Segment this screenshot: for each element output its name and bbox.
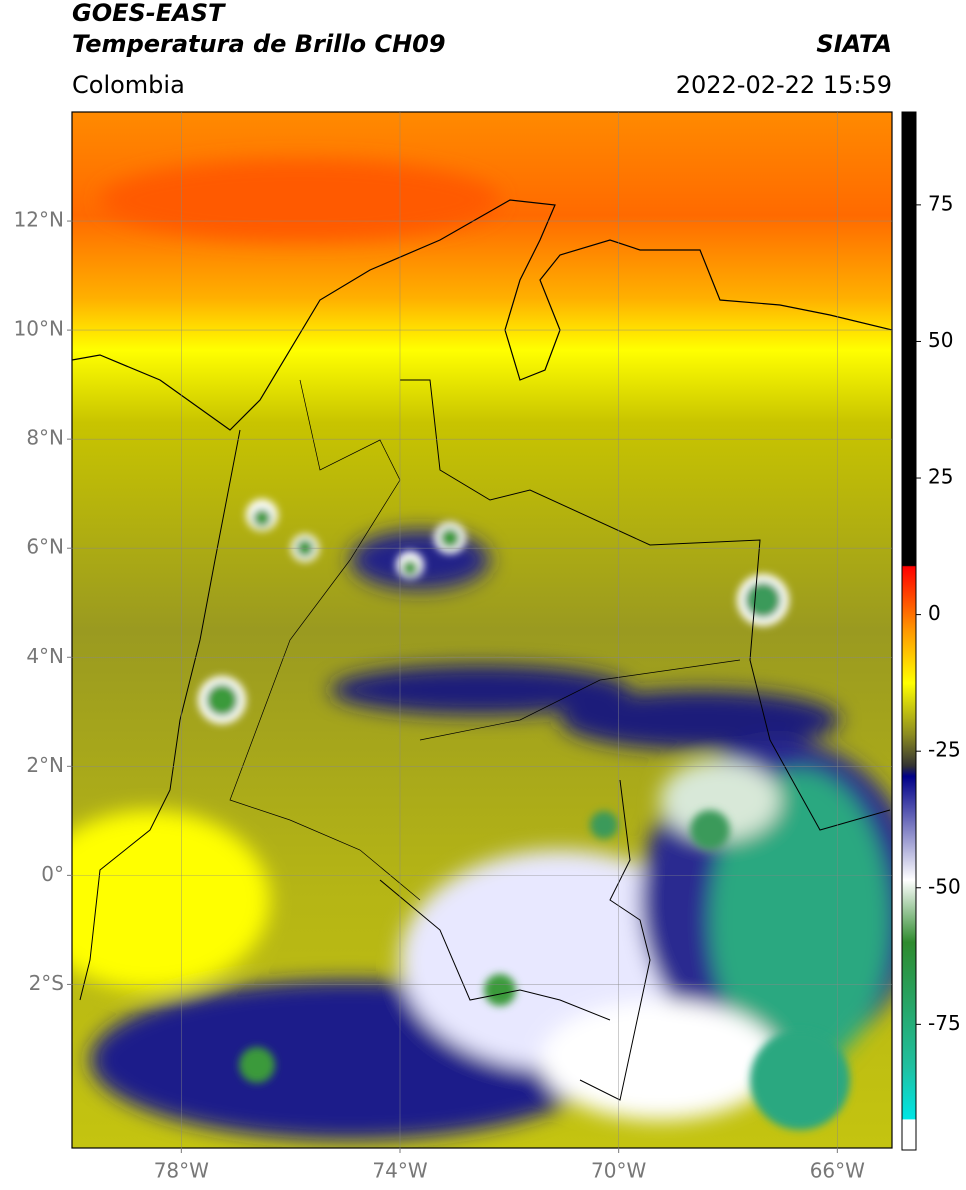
subtitle: Temperatura de Brillo CH09 <box>72 30 446 58</box>
colorbar-tick-label: -25 <box>928 738 961 762</box>
x-tick-label: 78°W <box>154 1159 209 1183</box>
colorbar-tick-label: 25 <box>928 465 953 489</box>
region: Colombia <box>72 71 185 99</box>
y-tick-label: 10°N <box>14 317 64 341</box>
colorbar <box>901 111 917 1151</box>
y-tick-label: 6°N <box>26 535 64 559</box>
x-tick-label: 70°W <box>591 1159 646 1183</box>
x-tick-label: 74°W <box>372 1159 427 1183</box>
x-tick-label: 66°W <box>810 1159 865 1183</box>
y-tick-label: 0° <box>41 862 64 886</box>
title: GOES-EAST <box>72 0 226 27</box>
y-tick-label: 12°N <box>14 208 64 232</box>
source: SIATA <box>816 30 892 58</box>
colorbar-tick-label: 0 <box>928 601 941 625</box>
colorbar-tick-label: -50 <box>928 874 961 898</box>
colorbar-tick-label: 75 <box>928 191 953 215</box>
colorbar-tick-label: 50 <box>928 328 953 352</box>
y-tick-label: 4°N <box>26 644 64 668</box>
datetime: 2022-02-22 15:59 <box>676 71 892 99</box>
map-image <box>72 112 892 1148</box>
map-frame <box>71 111 893 1149</box>
y-tick-label: 2°N <box>26 753 64 777</box>
colorbar-tick-label: -75 <box>928 1011 961 1035</box>
y-tick-label: 8°N <box>26 426 64 450</box>
y-tick-label: 2°S <box>29 971 64 995</box>
